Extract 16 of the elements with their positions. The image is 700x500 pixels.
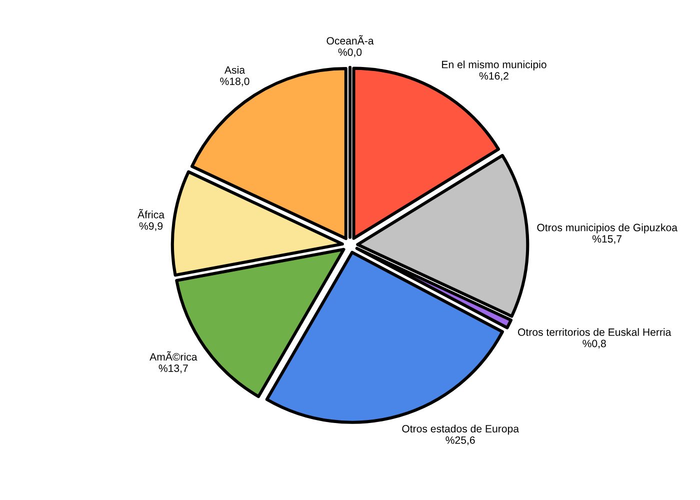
- data-label: %25,6: [446, 436, 475, 446]
- slice-label: Otros territorios de Euskal Herria: [518, 328, 672, 336]
- category-label: OceanÃ-a: [326, 35, 374, 45]
- data-label: %13,7: [158, 364, 188, 374]
- slice-label: Otros municipios de Gipuzkoa: [537, 224, 678, 234]
- data-label: %0,8: [582, 340, 606, 349]
- data-label: %9,9: [139, 222, 163, 232]
- slice-label: AmÃ©rica: [150, 351, 198, 361]
- slice-label: En el mismo municipio: [442, 60, 546, 70]
- slice-label: Otros estados de Europa: [402, 424, 520, 435]
- data-label: %16,2: [479, 72, 508, 81]
- text: %0,0: [338, 48, 362, 58]
- data-label: %18,0: [220, 78, 250, 86]
- slice-label: Asia: [224, 66, 246, 74]
- data-label: %15,7: [592, 235, 622, 244]
- slice-label: Ãfrica: [138, 209, 165, 218]
